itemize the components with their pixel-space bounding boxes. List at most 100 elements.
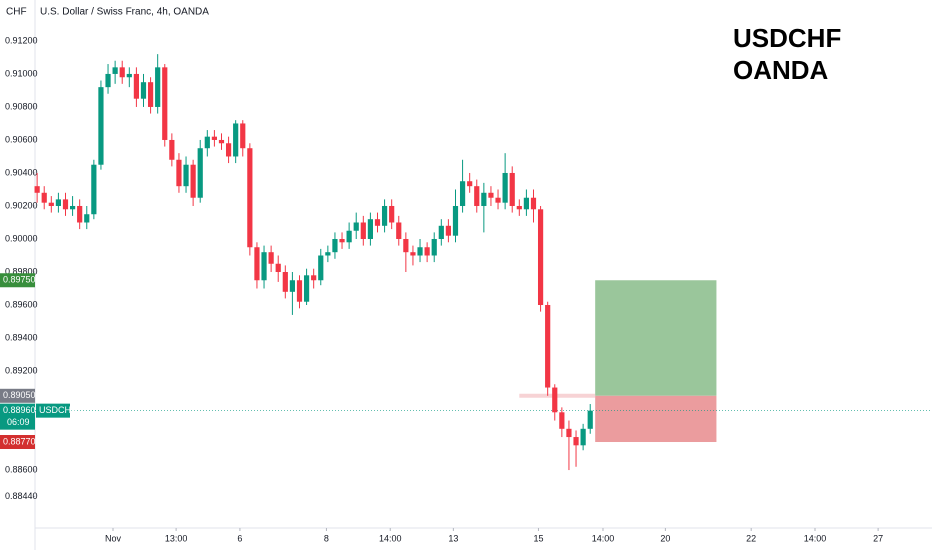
price-badge: [0, 435, 35, 450]
x-tick-label: Nov: [105, 533, 122, 543]
candle-body: [474, 186, 480, 206]
x-tick-label: 14:00: [592, 533, 615, 543]
price-badge: [0, 273, 35, 288]
x-tick-label: 8: [324, 533, 329, 543]
candle-body: [318, 255, 324, 281]
y-tick-label: 0.88440: [5, 491, 38, 501]
candle-body: [325, 252, 331, 256]
x-tick-label: 6: [237, 533, 242, 543]
candle-body: [431, 238, 437, 256]
candle-body: [353, 222, 359, 231]
candle-body: [367, 219, 373, 239]
candle-body: [545, 305, 551, 388]
price-badge-label: 0.89050: [3, 390, 36, 400]
candle-body: [176, 159, 182, 187]
candle-body: [91, 164, 97, 215]
candle-body: [311, 275, 317, 281]
candle-body: [62, 199, 69, 210]
price-badge-label: 0.88770: [3, 436, 36, 446]
candle-body: [303, 275, 310, 302]
loss-zone: [595, 395, 717, 443]
candle-body: [268, 252, 274, 264]
candle-body: [147, 82, 154, 107]
candle-body: [332, 238, 338, 253]
candle-body: [516, 205, 522, 210]
candle-body: [240, 123, 246, 149]
candle-body: [77, 205, 83, 223]
candle-body: [346, 230, 352, 243]
candle-body: [530, 197, 537, 210]
candle-body: [537, 209, 544, 306]
x-tick-label: 13:00: [165, 533, 188, 543]
candle-body: [254, 247, 260, 281]
x-tick-label: 20: [660, 533, 670, 543]
candle-body: [374, 219, 381, 226]
candle-body: [445, 225, 451, 236]
candle-body: [410, 252, 416, 256]
y-tick-label: 0.90400: [5, 167, 38, 177]
candle-body: [360, 222, 366, 239]
candle-body: [552, 387, 558, 413]
annotation: OANDA: [733, 55, 829, 85]
price-badge: [0, 388, 35, 403]
annotation: USDCHF: [733, 23, 841, 53]
candle-body: [155, 67, 161, 107]
candle-body: [48, 202, 54, 206]
candle-body: [417, 247, 423, 256]
y-tick-label: 0.91000: [5, 68, 38, 78]
x-tick-label: 27: [873, 533, 883, 543]
candle-body: [190, 164, 196, 198]
y-tick-label: 0.89200: [5, 365, 38, 375]
candle-body: [98, 87, 104, 165]
candle-body: [438, 225, 444, 239]
candle-body: [69, 205, 76, 210]
candle-body: [169, 139, 175, 160]
candle-body: [495, 197, 501, 203]
candle-body: [403, 238, 409, 253]
candle-body: [580, 428, 586, 446]
candle-body: [459, 181, 466, 206]
candle-body: [126, 73, 132, 78]
candle-body: [396, 222, 402, 239]
candle-body: [105, 73, 111, 88]
y-tick-label: 0.90000: [5, 233, 38, 243]
x-tick-label: 14:00: [804, 533, 827, 543]
last-price-badge: [0, 403, 35, 430]
candle-body: [162, 67, 168, 140]
candle-body: [233, 123, 239, 157]
candle-body: [34, 186, 40, 193]
profit-zone: [595, 280, 717, 396]
last-price-label: 0.88960: [3, 405, 36, 415]
candle-body: [467, 181, 473, 187]
candle-body: [84, 214, 90, 223]
candle-body: [183, 164, 189, 187]
candle-body: [275, 263, 281, 273]
x-tick-label: 15: [533, 533, 543, 543]
candle-body: [587, 410, 593, 429]
candle-body: [502, 172, 508, 203]
candle-body: [261, 252, 267, 281]
y-tick-label: 0.89800: [5, 266, 38, 276]
candle-body: [566, 428, 572, 438]
y-tick-label: 0.90800: [5, 101, 38, 111]
currency-label: CHF: [6, 7, 27, 18]
y-tick-label: 0.88600: [5, 464, 38, 474]
candle-body: [339, 238, 345, 243]
candle-body: [119, 67, 125, 78]
candle-body: [112, 67, 118, 74]
y-tick-label: 0.90200: [5, 200, 38, 210]
symbol-tag: [36, 403, 70, 418]
candle-body: [140, 82, 147, 99]
y-tick-label: 0.89600: [5, 299, 38, 309]
candle-body: [573, 437, 579, 446]
candle-body: [247, 148, 253, 248]
candle-body: [218, 139, 225, 144]
candle-body: [488, 192, 494, 198]
candle-body: [204, 136, 210, 149]
x-tick-label: 13: [448, 533, 458, 543]
candle-body: [41, 192, 47, 203]
chart-title: U.S. Dollar / Swiss Franc, 4h, OANDA: [40, 7, 209, 18]
candle-body: [452, 205, 459, 236]
candle-body: [424, 247, 430, 256]
candle-body: [559, 412, 565, 429]
